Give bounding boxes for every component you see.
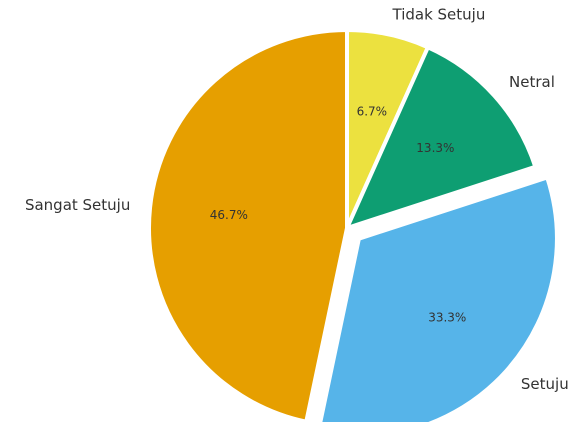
pie-slices xyxy=(147,28,559,422)
pie-slice-netral xyxy=(345,45,538,230)
category-label-tidak-setuju: Tidak Setuju xyxy=(392,6,486,24)
category-label-setuju: Setuju xyxy=(521,375,569,393)
category-label-sangat-setuju: Sangat Setuju xyxy=(25,196,130,214)
pie-labels: 6.7% Tidak Setuju 13.3% Netral 33.3% Setuju 46… xyxy=(25,6,569,393)
pct-label-netral: 13.3% xyxy=(416,141,454,155)
pct-label-sangat-setuju: 46.7% xyxy=(210,208,248,222)
category-label-netral: Netral xyxy=(509,73,555,91)
pct-label-setuju: 33.3% xyxy=(428,311,466,325)
pct-label-tidak-setuju: 6.7% xyxy=(357,104,388,118)
pie-slice-sangat-setuju xyxy=(147,28,349,422)
pie-slice-setuju xyxy=(318,175,559,422)
